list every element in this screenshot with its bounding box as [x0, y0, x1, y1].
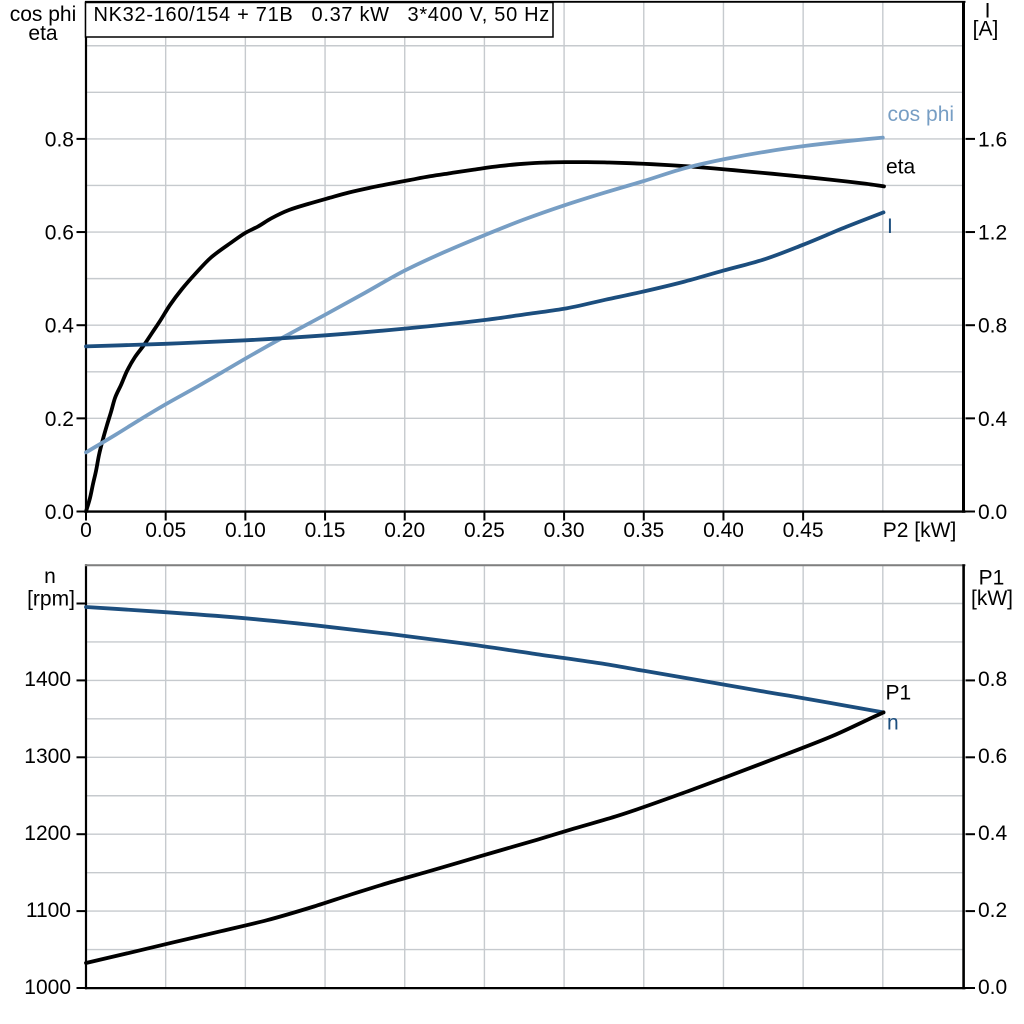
svg-text:eta: eta [886, 155, 916, 178]
svg-text:0.6: 0.6 [978, 745, 1007, 768]
svg-text:0.20: 0.20 [384, 519, 425, 542]
svg-text:1.6: 1.6 [978, 128, 1007, 151]
svg-text:0.0: 0.0 [978, 501, 1007, 524]
svg-text:0.0: 0.0 [45, 501, 74, 524]
svg-text:cos phi: cos phi [888, 103, 955, 126]
svg-text:[A]: [A] [973, 18, 999, 41]
svg-text:0.30: 0.30 [544, 519, 585, 542]
svg-text:cos phi: cos phi [10, 3, 77, 26]
svg-text:eta: eta [28, 22, 58, 45]
svg-text:0.05: 0.05 [145, 519, 186, 542]
svg-text:P2 [kW]: P2 [kW] [883, 519, 957, 542]
svg-text:3*400 V, 50 Hz: 3*400 V, 50 Hz [408, 4, 551, 26]
svg-text:0.8: 0.8 [978, 315, 1007, 338]
svg-text:n: n [44, 565, 56, 588]
svg-text:1400: 1400 [24, 668, 71, 691]
svg-text:1000: 1000 [24, 976, 71, 999]
svg-text:0.35: 0.35 [623, 519, 664, 542]
svg-text:0.25: 0.25 [464, 519, 505, 542]
svg-text:0.4: 0.4 [45, 315, 75, 338]
svg-text:[rpm]: [rpm] [27, 587, 75, 610]
svg-text:0.15: 0.15 [305, 519, 346, 542]
svg-text:0.4: 0.4 [978, 408, 1008, 431]
svg-text:0.37 kW: 0.37 kW [312, 4, 390, 26]
svg-text:0.40: 0.40 [703, 519, 744, 542]
svg-text:0.8: 0.8 [978, 668, 1007, 691]
svg-text:P1: P1 [979, 566, 1005, 589]
svg-text:I: I [985, 0, 991, 23]
svg-text:[kW]: [kW] [971, 587, 1013, 610]
svg-text:1300: 1300 [24, 745, 71, 768]
svg-text:0: 0 [80, 519, 92, 542]
svg-text:1200: 1200 [24, 822, 71, 845]
svg-text:0.2: 0.2 [45, 408, 74, 431]
svg-text:P1: P1 [886, 682, 912, 705]
svg-text:0.45: 0.45 [783, 519, 824, 542]
svg-text:I: I [887, 215, 893, 238]
svg-text:0.4: 0.4 [978, 822, 1008, 845]
svg-text:0.0: 0.0 [978, 976, 1007, 999]
svg-text:n: n [887, 712, 899, 735]
svg-text:0.2: 0.2 [978, 899, 1007, 922]
svg-text:0.8: 0.8 [45, 128, 74, 151]
svg-text:1100: 1100 [26, 899, 71, 922]
svg-text:1.2: 1.2 [978, 222, 1007, 245]
svg-text:0.10: 0.10 [225, 519, 266, 542]
svg-text:NK32-160/154 + 71B: NK32-160/154 + 71B [94, 4, 294, 26]
svg-text:0.6: 0.6 [45, 222, 74, 245]
